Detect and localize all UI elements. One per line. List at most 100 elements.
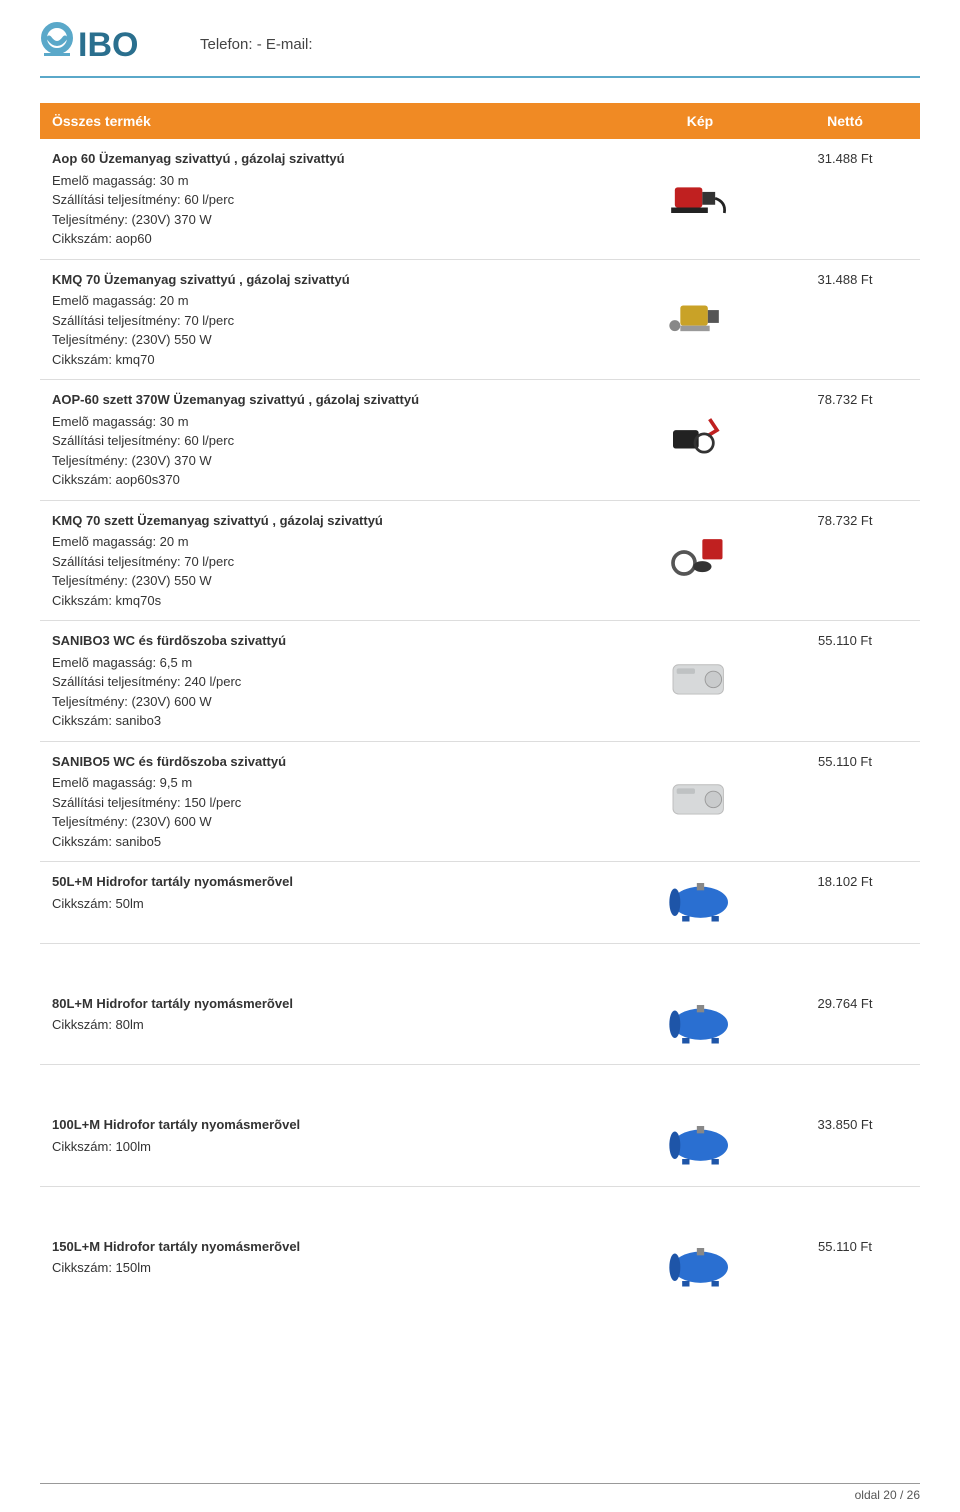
product-title: SANIBO5 WC és fürdõszoba szivattyú [52, 752, 618, 772]
product-price: 78.732 Ft [770, 501, 920, 622]
product-image-icon [663, 1037, 738, 1052]
product-price: 78.732 Ft [770, 380, 920, 501]
product-price: 33.850 Ft [770, 1105, 920, 1187]
product-description-cell: AOP-60 szett 370W Üzemanyag szivattyú , … [40, 380, 630, 501]
product-title: 50L+M Hidrofor tartály nyomásmerõvel [52, 872, 618, 892]
product-spec: Teljesítmény: (230V) 550 W [52, 330, 618, 350]
product-price: 55.110 Ft [770, 1227, 920, 1308]
product-spec: Szállítási teljesítmény: 60 l/perc [52, 431, 618, 451]
logo: IBO [40, 20, 180, 68]
product-description-cell: Aop 60 Üzemanyag szivattyú , gázolaj szi… [40, 139, 630, 260]
table-row: Aop 60 Üzemanyag szivattyú , gázolaj szi… [40, 139, 920, 260]
spacer-row [40, 1187, 920, 1227]
product-price: 55.110 Ft [770, 621, 920, 742]
product-image-cell [630, 621, 770, 742]
product-title: KMQ 70 Üzemanyag szivattyú , gázolaj szi… [52, 270, 618, 290]
product-image-icon [663, 915, 738, 930]
product-image-icon [663, 814, 738, 829]
product-price: 31.488 Ft [770, 260, 920, 381]
product-spec: Emelõ magasság: 30 m [52, 412, 618, 432]
product-description-cell: 150L+M Hidrofor tartály nyomásmerõvelCik… [40, 1227, 630, 1308]
page-footer: oldal 20 / 26 [40, 1483, 920, 1502]
product-description-cell: KMQ 70 Üzemanyag szivattyú , gázolaj szi… [40, 260, 630, 381]
product-title: 150L+M Hidrofor tartály nyomásmerõvel [52, 1237, 618, 1257]
product-image-cell [630, 380, 770, 501]
product-spec: Emelõ magasság: 20 m [52, 532, 618, 552]
product-spec: Cikkszám: 150lm [52, 1258, 618, 1278]
product-image-icon [663, 1158, 738, 1173]
product-spec: Cikkszám: aop60s370 [52, 470, 618, 490]
table-row: KMQ 70 Üzemanyag szivattyú , gázolaj szi… [40, 260, 920, 381]
spacer-row [40, 944, 920, 984]
product-spec: Teljesítmény: (230V) 370 W [52, 210, 618, 230]
product-spec: Emelõ magasság: 30 m [52, 171, 618, 191]
page-header: IBO Telefon: - E-mail: [40, 20, 920, 78]
svg-text:IBO: IBO [78, 26, 138, 64]
product-spec: Teljesítmény: (230V) 600 W [52, 812, 618, 832]
product-spec: Szállítási teljesítmény: 70 l/perc [52, 311, 618, 331]
product-spec: Cikkszám: 50lm [52, 894, 618, 914]
spacer-row [40, 1065, 920, 1105]
product-description-cell: 100L+M Hidrofor tartály nyomásmerõvelCik… [40, 1105, 630, 1187]
col-header-name: Összes termék [40, 103, 630, 139]
product-description-cell: SANIBO3 WC és fürdõszoba szivattyúEmelõ … [40, 621, 630, 742]
product-spec: Cikkszám: sanibo5 [52, 832, 618, 852]
header-contact: Telefon: - E-mail: [200, 36, 313, 53]
product-image-icon [663, 212, 738, 227]
product-spec: Cikkszám: kmq70s [52, 591, 618, 611]
product-spec: Teljesítmény: (230V) 370 W [52, 451, 618, 471]
table-row: AOP-60 szett 370W Üzemanyag szivattyú , … [40, 380, 920, 501]
col-header-price: Nettó [770, 103, 920, 139]
table-row: 150L+M Hidrofor tartály nyomásmerõvelCik… [40, 1227, 920, 1308]
product-image-icon [663, 1280, 738, 1295]
product-image-icon [663, 332, 738, 347]
product-spec: Teljesítmény: (230V) 600 W [52, 692, 618, 712]
product-image-cell [630, 501, 770, 622]
product-image-icon [663, 453, 738, 468]
product-title: 100L+M Hidrofor tartály nyomásmerõvel [52, 1115, 618, 1135]
product-spec: Emelõ magasság: 9,5 m [52, 773, 618, 793]
product-spec: Cikkszám: sanibo3 [52, 711, 618, 731]
product-spec: Cikkszám: 80lm [52, 1015, 618, 1035]
product-image-cell [630, 139, 770, 260]
product-image-cell [630, 1227, 770, 1308]
product-description-cell: 50L+M Hidrofor tartály nyomásmerõvelCikk… [40, 862, 630, 944]
product-image-cell [630, 260, 770, 381]
table-header-row: Összes termék Kép Nettó [40, 103, 920, 139]
product-spec: Cikkszám: kmq70 [52, 350, 618, 370]
table-row: 50L+M Hidrofor tartály nyomásmerõvelCikk… [40, 862, 920, 944]
product-spec: Cikkszám: 100lm [52, 1137, 618, 1157]
table-row: KMQ 70 szett Üzemanyag szivattyú , gázol… [40, 501, 920, 622]
product-price: 55.110 Ft [770, 742, 920, 863]
product-spec: Emelõ magasság: 20 m [52, 291, 618, 311]
product-price: 29.764 Ft [770, 984, 920, 1066]
page-number: oldal 20 / 26 [855, 1488, 920, 1502]
product-price: 31.488 Ft [770, 139, 920, 260]
table-row: 80L+M Hidrofor tartály nyomásmerõvelCikk… [40, 984, 920, 1066]
product-spec: Cikkszám: aop60 [52, 229, 618, 249]
product-image-cell [630, 742, 770, 863]
product-spec: Teljesítmény: (230V) 550 W [52, 571, 618, 591]
product-title: Aop 60 Üzemanyag szivattyú , gázolaj szi… [52, 149, 618, 169]
product-image-cell [630, 1105, 770, 1187]
table-row: SANIBO5 WC és fürdõszoba szivattyúEmelõ … [40, 742, 920, 863]
product-image-icon [663, 573, 738, 588]
product-spec: Emelõ magasság: 6,5 m [52, 653, 618, 673]
product-spec: Szállítási teljesítmény: 60 l/perc [52, 190, 618, 210]
product-spec: Szállítási teljesítmény: 70 l/perc [52, 552, 618, 572]
products-table: Összes termék Kép Nettó Aop 60 Üzemanyag… [40, 103, 920, 1307]
col-header-image: Kép [630, 103, 770, 139]
product-title: 80L+M Hidrofor tartály nyomásmerõvel [52, 994, 618, 1014]
product-description-cell: KMQ 70 szett Üzemanyag szivattyú , gázol… [40, 501, 630, 622]
table-row: 100L+M Hidrofor tartály nyomásmerõvelCik… [40, 1105, 920, 1187]
product-title: SANIBO3 WC és fürdõszoba szivattyú [52, 631, 618, 651]
product-title: KMQ 70 szett Üzemanyag szivattyú , gázol… [52, 511, 618, 531]
product-image-cell [630, 984, 770, 1066]
product-spec: Szállítási teljesítmény: 240 l/perc [52, 672, 618, 692]
product-description-cell: 80L+M Hidrofor tartály nyomásmerõvelCikk… [40, 984, 630, 1066]
product-description-cell: SANIBO5 WC és fürdõszoba szivattyúEmelõ … [40, 742, 630, 863]
table-row: SANIBO3 WC és fürdõszoba szivattyúEmelõ … [40, 621, 920, 742]
product-title: AOP-60 szett 370W Üzemanyag szivattyú , … [52, 390, 618, 410]
product-price: 18.102 Ft [770, 862, 920, 944]
product-spec: Szállítási teljesítmény: 150 l/perc [52, 793, 618, 813]
